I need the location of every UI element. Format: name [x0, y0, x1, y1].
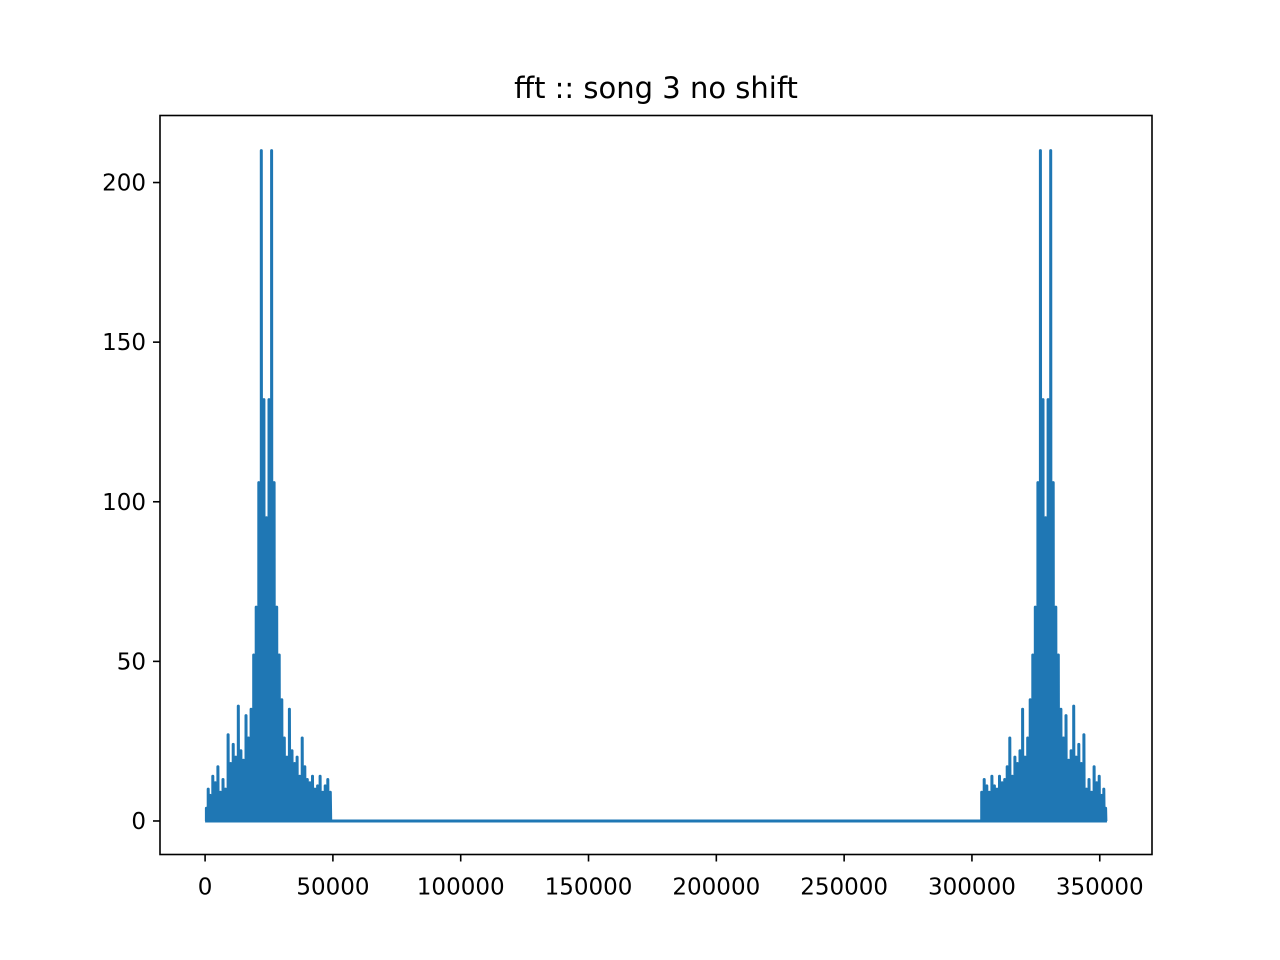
y-tick-label: 0 [131, 809, 146, 835]
y-tick-label: 200 [102, 171, 146, 197]
axes-frame [159, 114, 1153, 856]
x-tick-label: 50000 [296, 875, 369, 901]
y-tick-label: 50 [117, 649, 146, 675]
chart-title: fft :: song 3 no shift [514, 71, 798, 105]
series-line-0 [204, 149, 1108, 823]
x-tick-label: 200000 [672, 875, 760, 901]
y-tick-label: 100 [102, 490, 146, 516]
y-tick-label: 150 [102, 330, 146, 356]
x-tick-label: 350000 [1056, 875, 1144, 901]
x-tick-label: 300000 [928, 875, 1016, 901]
x-axis: 0 50000 100000 150000 200000 250000 300000 3500… [198, 854, 1144, 901]
x-tick-label: 100000 [417, 875, 505, 901]
x-tick-label: 250000 [800, 875, 888, 901]
x-tick-label: 150000 [545, 875, 633, 901]
y-axis: 0 50 100 150 200 [102, 171, 160, 835]
plot-area [204, 149, 1108, 823]
x-tick-label: 0 [198, 875, 213, 901]
